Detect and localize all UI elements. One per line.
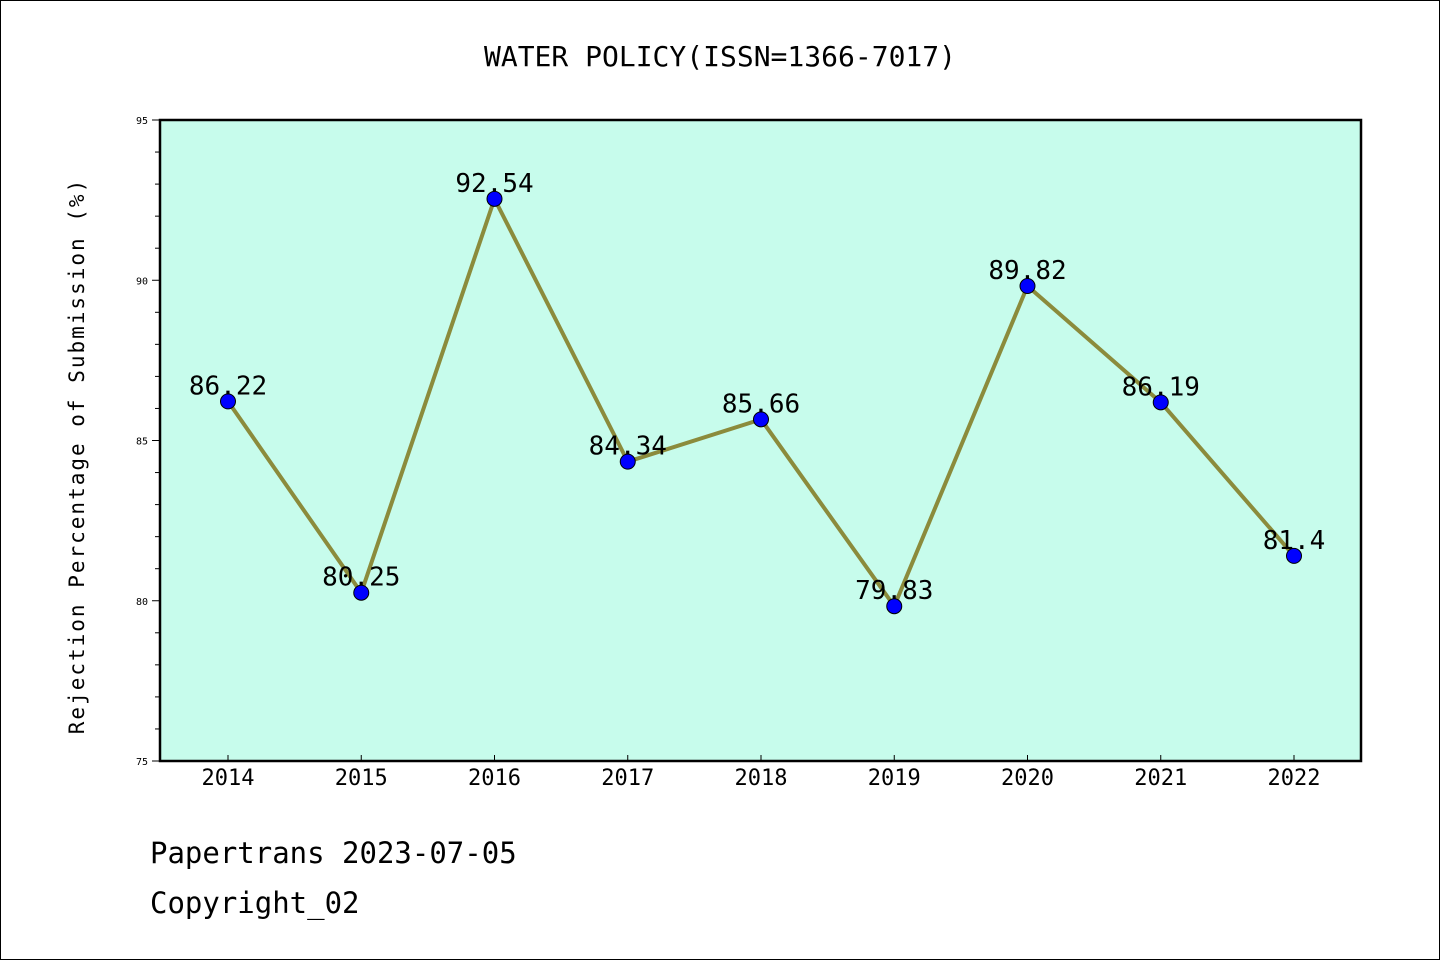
data-label: 86.22: [189, 371, 267, 401]
chart-title: WATER POLICY(ISSN=1366-7017): [484, 40, 956, 73]
data-point: [486, 190, 503, 207]
x-tick-label: 2019: [868, 766, 921, 791]
data-point: [886, 598, 903, 615]
data-point: [1286, 547, 1302, 564]
series-markers: [220, 190, 1302, 615]
data-label: 89.82: [988, 256, 1066, 286]
data-point: [220, 393, 236, 410]
y-tick-label: 85: [136, 437, 148, 448]
y-tick-label: 75: [136, 757, 148, 768]
data-point: [353, 584, 370, 601]
y-tick-label: 80: [136, 597, 148, 608]
footer-copyright-text: Copyright_02: [150, 886, 360, 920]
data-labels: 86.22 80.25 92.54 84.34 85.66 79.83 89.82 86.19…: [189, 169, 1325, 606]
x-tick-label: 2017: [601, 766, 654, 791]
plot-area: [160, 120, 1361, 761]
x-tick-label: 2014: [202, 766, 255, 791]
data-label: 79.83: [855, 576, 933, 606]
plot-border: [158, 118, 1363, 763]
data-point: [619, 453, 636, 470]
data-point: [1019, 278, 1036, 295]
footer-date-text: Papertrans 2023-07-05: [150, 836, 517, 870]
x-tick-label: 2016: [468, 766, 521, 791]
y-axis: 75 80 85 90 95: [136, 116, 160, 768]
data-label: 85.66: [722, 389, 800, 419]
y-tick-label: 90: [136, 276, 148, 287]
data-point: [753, 411, 769, 428]
x-tick-label: 2022: [1268, 766, 1321, 791]
data-point: [1152, 394, 1169, 411]
x-tick-label: 2015: [335, 766, 388, 791]
data-label: 81.4: [1263, 526, 1326, 556]
data-label: 84.34: [589, 432, 667, 462]
data-label: 86.19: [1122, 372, 1200, 402]
x-tick-label: 2020: [1001, 766, 1054, 791]
y-tick-label: 95: [136, 116, 148, 127]
x-axis: 2014 2015 2016 2017 2018 2019 2020 2021 2022: [202, 755, 1321, 791]
data-label: 80.25: [322, 563, 400, 593]
y-axis-label: Rejection Percentage of Submission (%): [65, 178, 89, 734]
x-tick-label: 2021: [1134, 766, 1187, 791]
x-tick-label: 2018: [735, 766, 788, 791]
data-label: 92.54: [455, 169, 533, 199]
